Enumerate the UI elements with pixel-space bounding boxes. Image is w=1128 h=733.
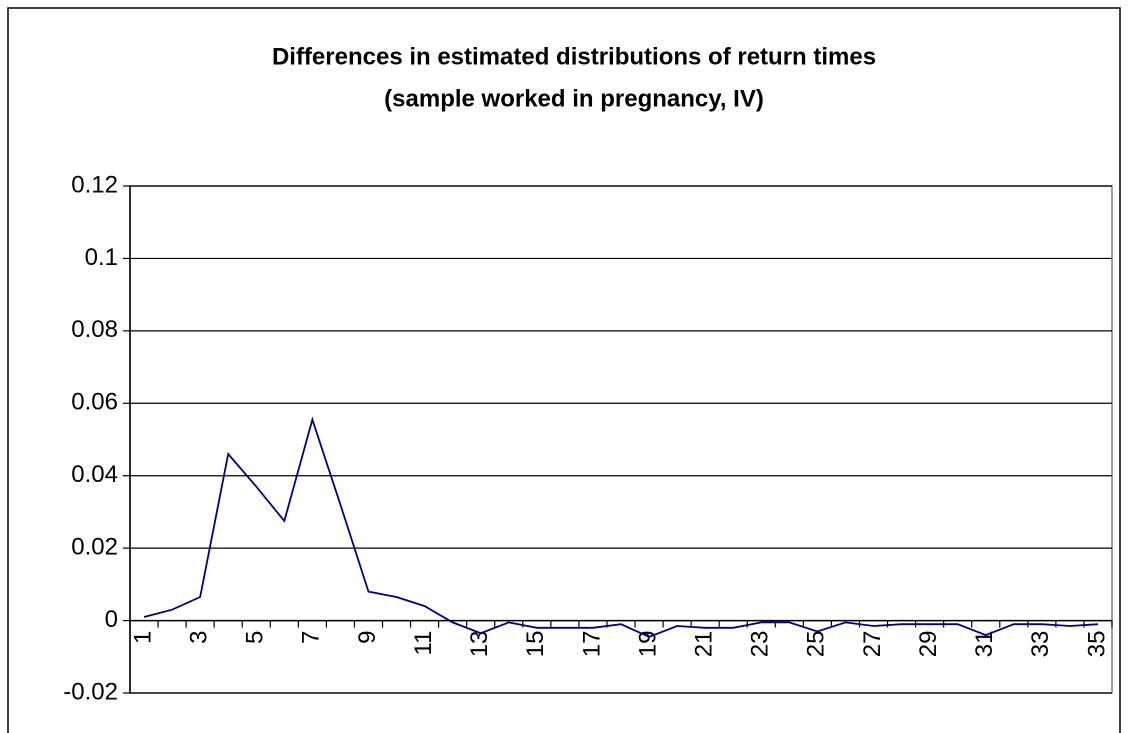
x-tick-label: 11 <box>410 631 437 656</box>
data-line <box>143 416 1099 638</box>
y-tick-label: 0.1 <box>85 244 118 271</box>
x-tick-label: 35 <box>1083 631 1110 658</box>
x-tick-label: 9 <box>354 631 381 644</box>
y-tick-label: 0.08 <box>71 316 118 343</box>
x-tick-label: 5 <box>242 631 269 644</box>
x-tick-label: 19 <box>634 631 661 658</box>
chart-title: (sample worked in pregnancy, IV) <box>384 85 764 112</box>
y-tick-label: 0.02 <box>71 533 118 560</box>
y-tick-label: 0.04 <box>71 461 118 488</box>
x-tick-label: 27 <box>859 631 886 658</box>
y-tick-label: 0 <box>105 606 118 633</box>
x-tick-label: 1 <box>129 631 156 644</box>
x-tick-label: 17 <box>578 631 605 658</box>
x-tick-label: 7 <box>298 631 325 644</box>
y-tick-label: -0.02 <box>63 678 118 705</box>
plot-area <box>129 185 1113 694</box>
x-tick-label: 29 <box>915 631 942 658</box>
x-tick-label: 13 <box>466 631 493 658</box>
y-tick-label: 0.12 <box>71 171 118 198</box>
x-tick-label: 33 <box>1027 631 1054 658</box>
x-tick-label: 23 <box>747 631 774 658</box>
x-tick-label: 15 <box>522 631 549 658</box>
y-tick-label: 0.06 <box>71 389 118 416</box>
x-tick-label: 21 <box>691 631 718 658</box>
x-tick-label: 3 <box>185 631 212 644</box>
x-tick-label: 25 <box>803 631 830 658</box>
chart-title: Differences in estimated distributions o… <box>272 43 876 70</box>
